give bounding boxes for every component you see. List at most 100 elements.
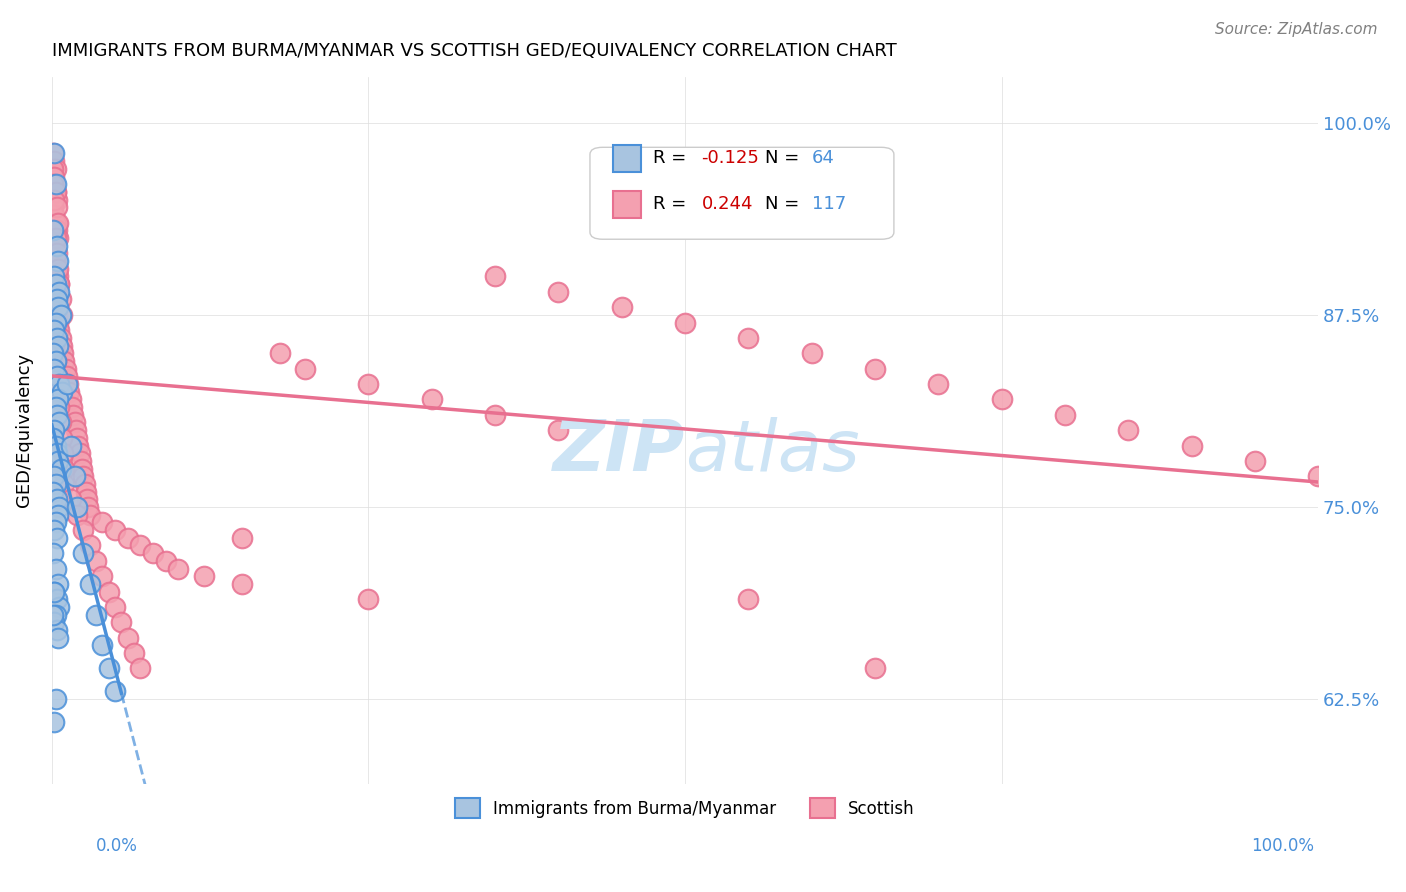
Point: [52, 346, 75, 360]
Point: [44, 715, 66, 730]
Point: [49, 461, 72, 475]
Point: [122, 646, 145, 660]
Point: [42, 178, 65, 192]
Point: [53, 461, 76, 475]
Point: [49, 293, 72, 307]
Point: [46, 508, 69, 522]
Point: [91, 516, 114, 530]
Point: [46, 384, 69, 399]
Point: [79, 508, 101, 522]
Point: [79, 539, 101, 553]
Point: [1116, 423, 1139, 437]
Point: [42, 200, 65, 214]
Point: [44, 615, 66, 630]
Point: [45, 516, 67, 530]
Point: [72, 469, 94, 483]
Point: [45, 400, 67, 414]
Point: [84, 607, 107, 622]
Point: [484, 408, 506, 422]
Text: Source: ZipAtlas.com: Source: ZipAtlas.com: [1215, 22, 1378, 37]
Point: [104, 523, 127, 537]
Point: [294, 361, 316, 376]
Point: [59, 492, 82, 507]
Point: [44, 154, 66, 169]
Text: -0.125: -0.125: [702, 149, 759, 167]
Point: [45, 354, 67, 368]
Point: [45, 354, 67, 368]
Point: [42, 607, 65, 622]
Point: [45, 300, 67, 314]
Point: [44, 584, 66, 599]
Point: [42, 431, 65, 445]
Point: [44, 208, 66, 222]
Point: [53, 354, 76, 368]
Text: 64: 64: [811, 149, 834, 167]
Point: [800, 346, 823, 360]
Point: [45, 231, 67, 245]
Point: [42, 546, 65, 560]
Point: [1308, 469, 1330, 483]
Point: [167, 561, 190, 575]
Point: [51, 308, 73, 322]
Point: [104, 599, 127, 614]
Text: 117: 117: [811, 194, 846, 213]
Point: [65, 423, 87, 437]
Point: [129, 661, 152, 675]
Text: 0.244: 0.244: [702, 194, 752, 213]
Point: [66, 431, 89, 445]
Point: [48, 285, 70, 299]
Point: [59, 392, 82, 407]
Point: [1053, 408, 1076, 422]
Point: [70, 461, 93, 475]
Point: [91, 569, 114, 583]
Point: [420, 392, 443, 407]
Point: [66, 508, 89, 522]
Point: [44, 193, 66, 207]
Point: [46, 392, 69, 407]
Point: [63, 416, 86, 430]
Point: [63, 469, 86, 483]
Point: [58, 384, 80, 399]
Point: [45, 692, 67, 706]
Point: [357, 592, 380, 607]
Point: [97, 584, 120, 599]
Point: [48, 323, 70, 337]
Point: [44, 423, 66, 437]
Point: [44, 584, 66, 599]
Point: [42, 223, 65, 237]
Point: [75, 484, 97, 499]
Point: [44, 338, 66, 352]
Text: N =: N =: [765, 149, 804, 167]
Point: [44, 178, 66, 192]
Point: [46, 231, 69, 245]
Point: [48, 599, 70, 614]
Point: [49, 331, 72, 345]
Point: [45, 161, 67, 176]
Point: [927, 377, 949, 392]
Point: [42, 346, 65, 360]
Point: [45, 277, 67, 292]
Point: [45, 438, 67, 452]
Point: [46, 269, 69, 284]
Point: [45, 408, 67, 422]
Point: [45, 254, 67, 268]
Text: R =: R =: [654, 149, 692, 167]
Point: [547, 423, 569, 437]
Point: [51, 338, 73, 352]
Point: [48, 500, 70, 514]
Point: [117, 631, 139, 645]
Point: [59, 438, 82, 452]
Point: [155, 554, 177, 568]
Text: atlas: atlas: [685, 417, 859, 486]
Text: N =: N =: [765, 194, 804, 213]
Point: [46, 577, 69, 591]
Point: [62, 408, 84, 422]
Point: [84, 554, 107, 568]
Point: [45, 238, 67, 252]
Point: [48, 277, 70, 292]
Point: [45, 293, 67, 307]
Point: [44, 269, 66, 284]
Point: [42, 146, 65, 161]
Point: [73, 477, 96, 491]
Point: [863, 361, 886, 376]
